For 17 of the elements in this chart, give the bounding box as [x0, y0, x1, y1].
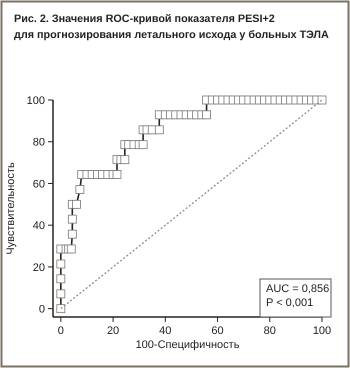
x-tick-label: 80: [264, 325, 276, 337]
annotation: P < 0,001: [266, 297, 314, 309]
y-tick-label: 40: [32, 220, 45, 232]
x-tick-label: 0: [58, 325, 64, 337]
x-tick-label: 40: [159, 325, 172, 337]
y-tick-label: 0: [38, 304, 45, 316]
x-tick-label: 20: [106, 325, 120, 337]
y-axis-title: Чувствительность: [5, 162, 17, 255]
y-tick-label: 60: [32, 178, 45, 190]
x-tick-label: 100: [312, 325, 332, 337]
chart-title: Рис. 2. Значения ROC-кривой показателя PESI+2 для прогнозирования летального исхода у больных ТЭЛА: [14, 13, 330, 41]
x-axis-title: 100-Специфичность: [136, 339, 240, 351]
x-tick-label: 60: [211, 325, 224, 337]
y-tick-label: 80: [32, 136, 45, 149]
y-tick-label: 20: [32, 262, 45, 274]
y-tick-label: 100: [26, 95, 45, 107]
annotation: AUC = 0,856: [266, 283, 330, 295]
